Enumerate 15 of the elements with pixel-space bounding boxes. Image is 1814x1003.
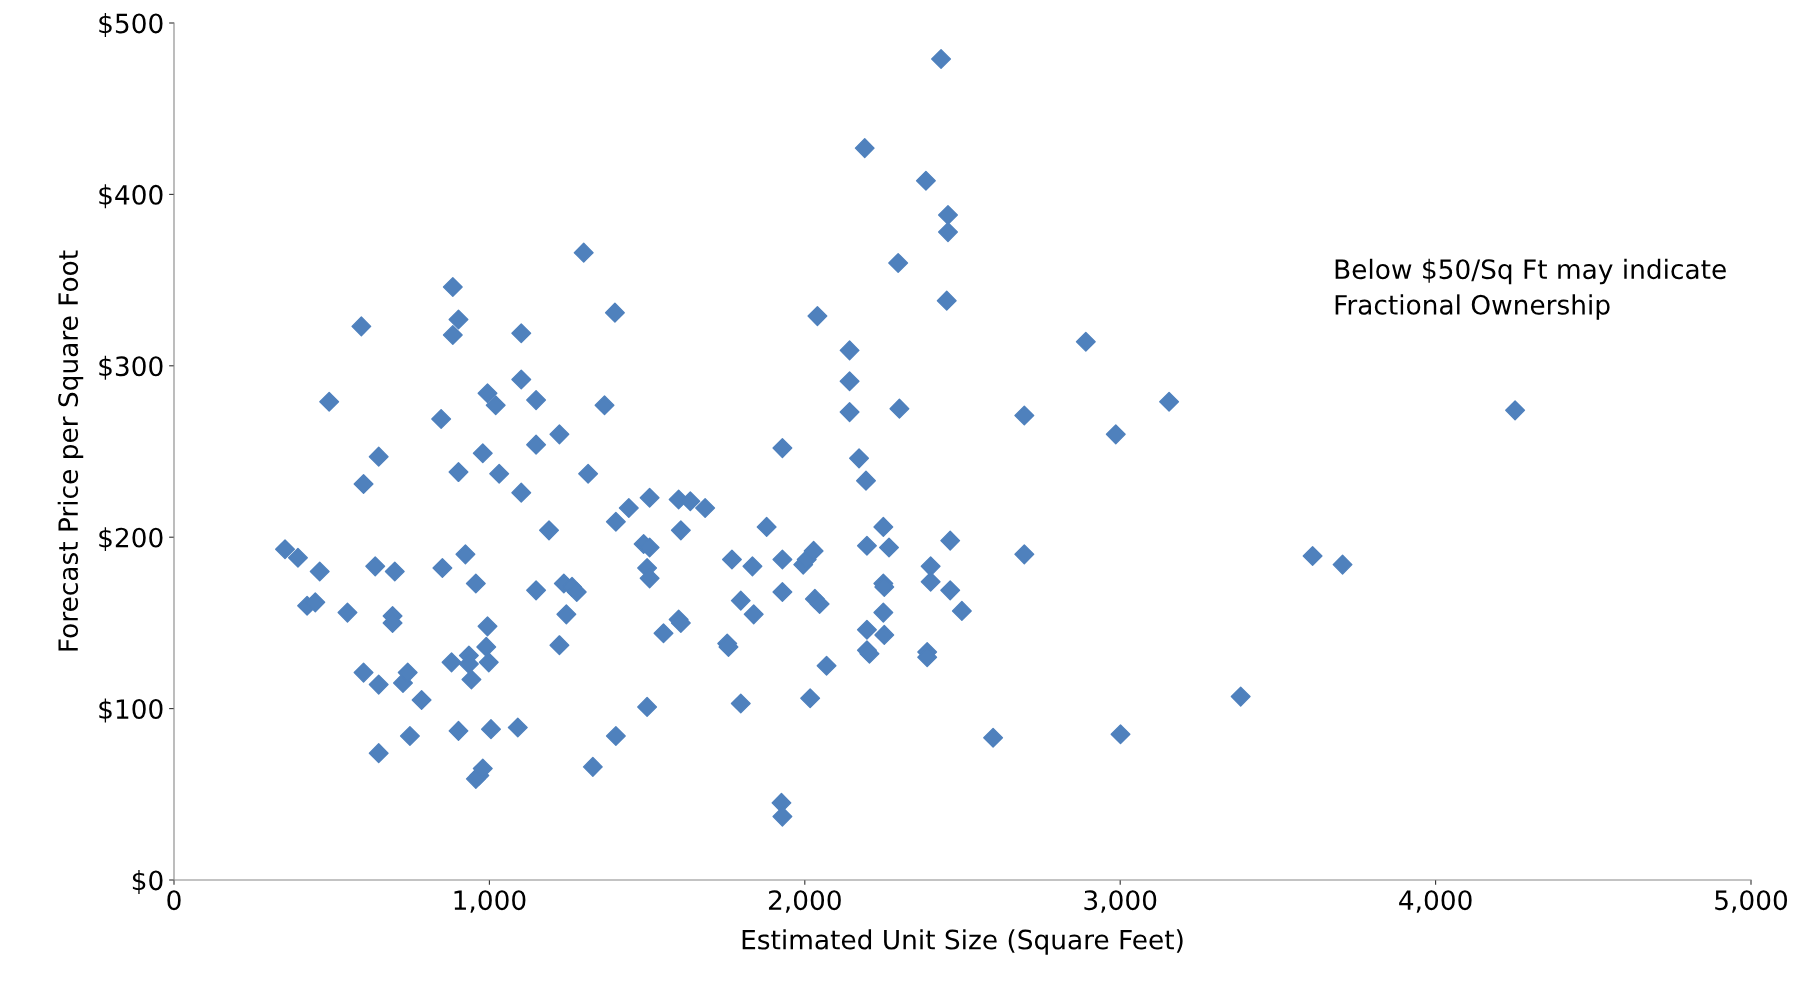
- x-tick-label: 5,000: [1715, 890, 1788, 913]
- y-tick-label: $400: [99, 184, 163, 209]
- y-axis-title: Forecast Price per Square Foot: [57, 250, 84, 651]
- y-tick-label: $500: [99, 12, 163, 37]
- y-tick-label: $0: [132, 869, 163, 894]
- x-tick-label: 2,000: [768, 890, 841, 913]
- y-tick-label: $300: [99, 355, 163, 380]
- x-tick-label: 4,000: [1399, 890, 1472, 913]
- x-tick-label: 0: [167, 890, 181, 911]
- x-tick-label: 1,000: [454, 890, 526, 913]
- y-tick-label: $100: [99, 698, 163, 723]
- x-tick-label: 3,000: [1084, 890, 1157, 913]
- x-axis-title: Estimated Unit Size (Square Feet): [742, 929, 1183, 955]
- annotation: Below $50/Sq Ft may indicate Fractional Ownership: [1335, 258, 1726, 320]
- y-tick-label: $200: [99, 527, 163, 552]
